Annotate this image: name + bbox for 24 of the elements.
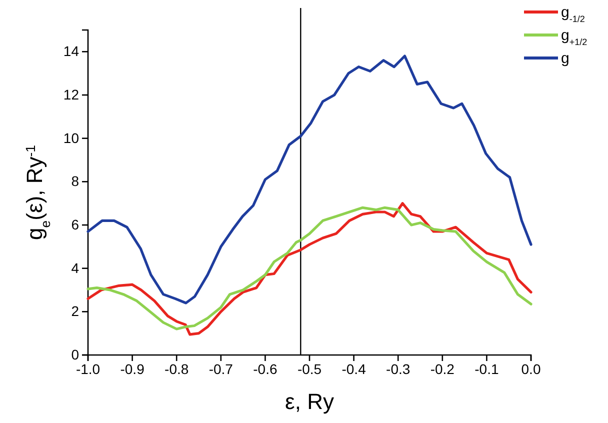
y-tick-label: 12 [63,86,80,102]
x-tick-label: 0.0 [521,360,541,377]
line-series [86,54,532,304]
x-tick-label: -0.6 [253,360,278,377]
legend-label: g$_{-1/2}$ [561,4,585,24]
legend-label: g [561,50,570,67]
x-tick-label: -0.4 [342,360,366,377]
y-tick-label: 10 [63,130,80,146]
x-tick-label: -0.9 [120,360,145,377]
y-tick-label: 0 [71,346,80,362]
x-tick-label: -0.8 [164,360,189,377]
y-tick-label: 14 [63,43,80,60]
y-tick-label: 4 [71,260,80,276]
x-tick-label: -0.1 [474,360,499,377]
x-tick-label: -0.2 [430,360,455,377]
x-tick-label: -0.7 [208,360,234,377]
x-tick-label: -1.0 [76,360,100,377]
y-tick-label: 6 [71,216,80,232]
x-tick-label: -0.5 [297,360,322,377]
legend-label: g$_{+1/2}$ [561,27,588,47]
x-tick-label: -0.3 [386,360,410,377]
y-tick-label: 8 [71,173,80,190]
x-axis-title: ε, Ry [285,389,334,414]
y-tick-label: 2 [71,303,80,320]
